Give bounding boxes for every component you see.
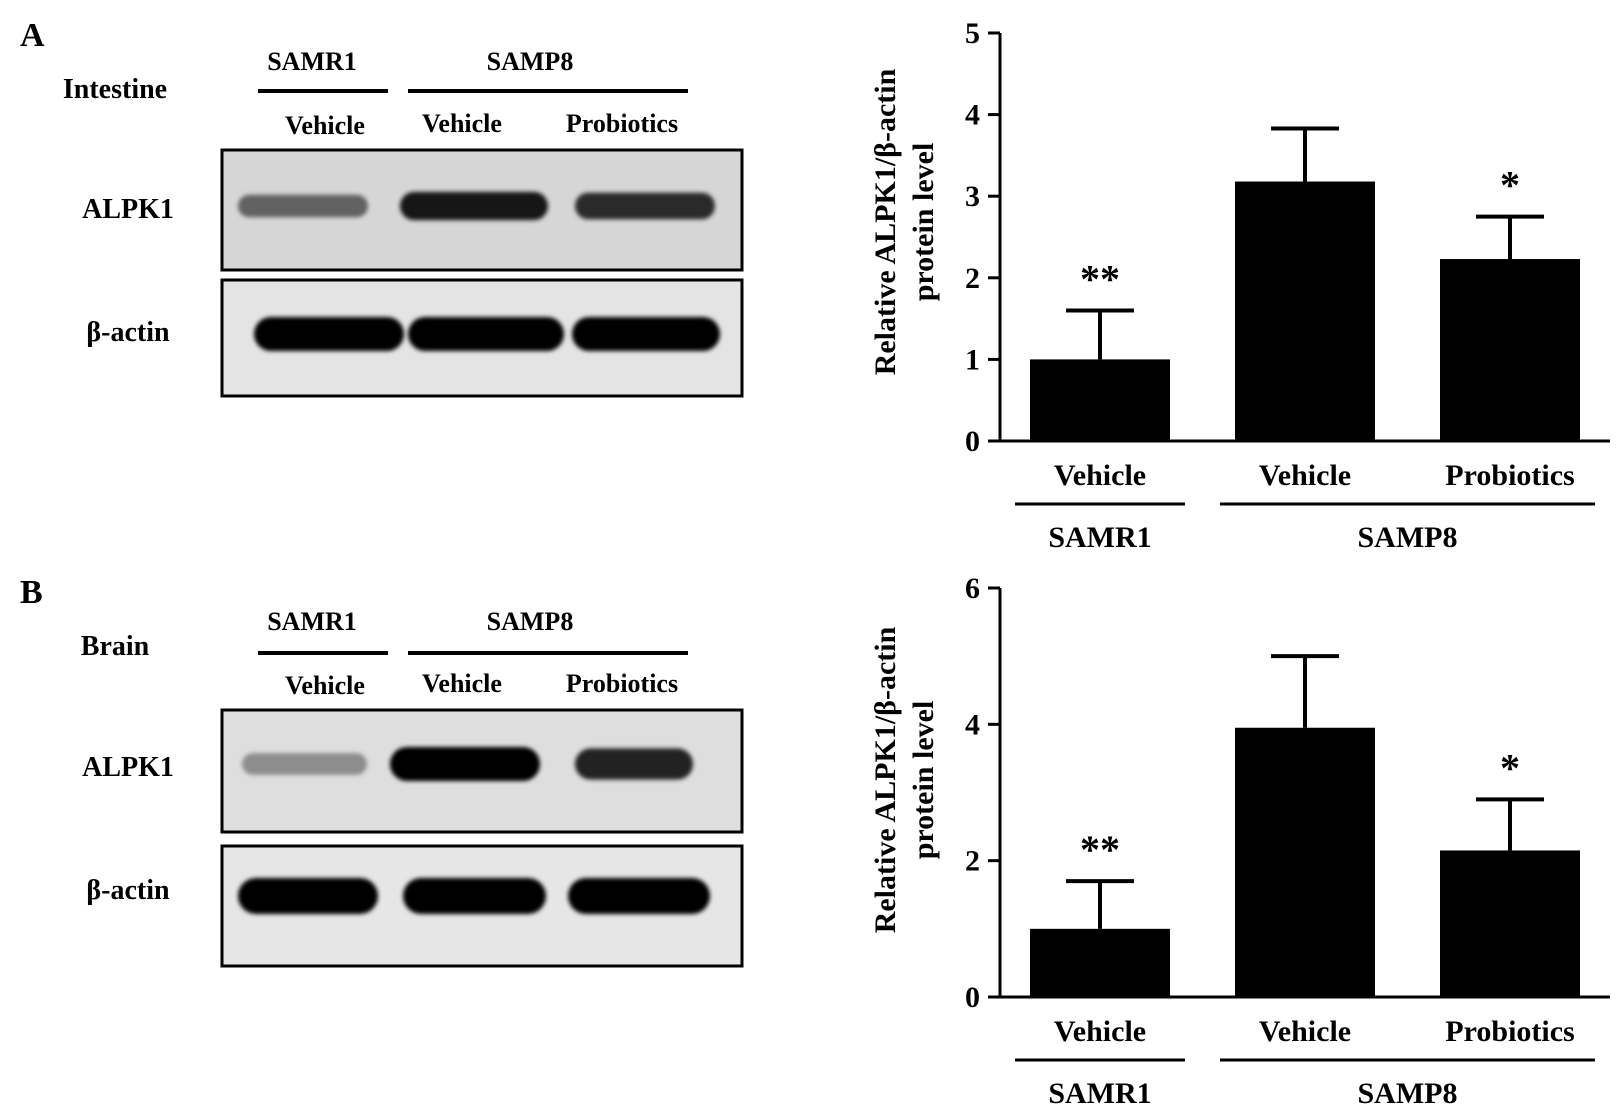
panel-b-actin-band-2 xyxy=(403,878,546,914)
panel-b-alpk1-band-1 xyxy=(242,753,367,775)
panel-a-alpk1-band-1 xyxy=(238,194,368,218)
chart-a-group-label-2: SAMP8 xyxy=(1358,521,1458,554)
panel-b-alpk1-band-3 xyxy=(575,748,693,780)
panel-a-row-label-actin: β-actin xyxy=(86,317,170,348)
chart-b-significance-1: ** xyxy=(1080,827,1120,872)
chart-a-xtick-label-3: Probiotics xyxy=(1445,459,1574,492)
chart-b-ytick-label: 6 xyxy=(965,572,980,605)
chart-a-bar-1 xyxy=(1030,359,1170,441)
chart-b-ylabel-line1: Relative ALPK1/β-actin xyxy=(869,626,902,933)
chart-a-bar-3 xyxy=(1440,259,1580,441)
panel-b-actin-band-1 xyxy=(238,878,378,914)
chart-b-ytick-label: 2 xyxy=(965,845,980,878)
panel-a-alpk1-band-2 xyxy=(400,191,548,221)
chart-a-ytick-label: 0 xyxy=(965,425,980,458)
panel-a-actin-band-3 xyxy=(572,317,720,351)
panel-b-alpk1-band-2 xyxy=(390,747,540,781)
panel-b-actin-band-3 xyxy=(568,878,710,914)
panel-b-blot-strain-samp8: SAMP8 xyxy=(487,607,574,636)
chart-b: Relative ALPK1/β-actin protein level 0 2 4… xyxy=(869,572,1610,1109)
chart-b-ytick-label: 4 xyxy=(965,708,980,741)
panel-a-letter: A xyxy=(20,17,45,54)
panel-a-actin-band-1 xyxy=(254,317,404,351)
chart-a-ylabel-line1: Relative ALPK1/β-actin xyxy=(869,68,902,375)
chart-b-bar-1 xyxy=(1030,928,1170,997)
panel-a-tissue-label: Intestine xyxy=(63,74,167,105)
chart-a-xtick-label-2: Vehicle xyxy=(1259,459,1351,492)
chart-b-xtick-label-1: Vehicle xyxy=(1054,1015,1146,1048)
chart-b-xtick-label-3: Probiotics xyxy=(1445,1015,1574,1048)
chart-a-bar-2 xyxy=(1235,181,1375,441)
panel-b-lane-label-1: Vehicle xyxy=(285,671,365,700)
panel-a-blot-strain-samr1: SAMR1 xyxy=(267,47,357,76)
chart-a-group-label-1: SAMR1 xyxy=(1048,521,1151,554)
panel-b-lane-label-2: Vehicle xyxy=(422,669,502,698)
chart-a: Relative ALPK1/β-actin protein level 0 1 2… xyxy=(869,17,1610,554)
chart-a-ytick-label: 5 xyxy=(965,17,980,50)
chart-b-xtick-label-2: Vehicle xyxy=(1259,1015,1351,1048)
chart-b-ylabel-line2: protein level xyxy=(907,701,940,860)
panel-a-lane-label-3: Probiotics xyxy=(566,109,678,138)
panel-a-blot: A Intestine SAMR1 SAMP8 Vehicle Vehicle … xyxy=(20,17,744,398)
panel-a-row-label-alpk1: ALPK1 xyxy=(82,194,174,225)
panel-a-actin-band-2 xyxy=(408,317,564,351)
panel-a-lane-label-1: Vehicle xyxy=(285,111,365,140)
panel-b-row-label-actin: β-actin xyxy=(86,875,170,906)
chart-a-ytick-label: 3 xyxy=(965,180,980,213)
chart-a-ylabel-line2: protein level xyxy=(907,143,940,302)
panel-b-blot-strain-samr1: SAMR1 xyxy=(267,607,357,636)
panel-b-letter: B xyxy=(20,574,43,611)
chart-a-ytick-label: 2 xyxy=(965,262,980,295)
panel-b-blot: B Brain SAMR1 SAMP8 Vehicle Vehicle Prob… xyxy=(20,574,744,968)
panel-b-row-label-alpk1: ALPK1 xyxy=(82,752,174,783)
chart-a-ytick-label: 4 xyxy=(965,99,980,132)
panel-b-lane-label-3: Probiotics xyxy=(566,669,678,698)
chart-b-bar-3 xyxy=(1440,850,1580,997)
chart-b-bar-2 xyxy=(1235,727,1375,997)
chart-b-significance-3: * xyxy=(1500,745,1520,790)
chart-b-group-label-1: SAMR1 xyxy=(1048,1077,1151,1109)
chart-a-ytick-label: 1 xyxy=(965,343,980,376)
chart-a-xtick-label-1: Vehicle xyxy=(1054,459,1146,492)
chart-b-ytick-label: 0 xyxy=(965,981,980,1014)
panel-a-blot-strain-samp8: SAMP8 xyxy=(487,47,574,76)
panel-a-alpk1-band-3 xyxy=(575,192,715,220)
chart-a-significance-3: * xyxy=(1500,163,1520,208)
chart-b-group-label-2: SAMP8 xyxy=(1358,1077,1458,1109)
chart-a-significance-1: ** xyxy=(1080,256,1120,301)
panel-a-lane-label-2: Vehicle xyxy=(422,109,502,138)
panel-b-tissue-label: Brain xyxy=(81,631,150,662)
